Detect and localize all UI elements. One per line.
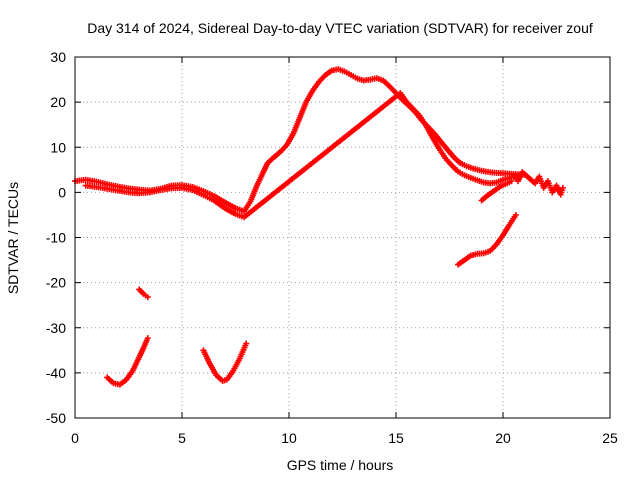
x-axis-label: GPS time / hours [287, 457, 394, 473]
series-dip-mid [200, 340, 250, 384]
data-points [72, 66, 566, 388]
y-tick-label: 0 [58, 184, 66, 200]
series-dip-early [104, 335, 151, 388]
y-tick-label: 30 [50, 49, 66, 65]
x-tick-label: 15 [388, 430, 404, 446]
x-tick-label: 5 [178, 430, 186, 446]
axis-ticks [74, 56, 611, 419]
x-tick-label: 0 [71, 430, 79, 446]
series-main-lower [82, 90, 528, 221]
y-tick-label: -10 [46, 230, 66, 246]
gridlines [75, 57, 610, 418]
y-tick-label: 20 [50, 94, 66, 110]
x-tick-label: 25 [602, 430, 618, 446]
x-tick-labels: 0 5 10 15 20 25 [71, 430, 618, 446]
y-tick-label: -30 [46, 320, 66, 336]
data-point [144, 335, 151, 342]
data-point [512, 211, 519, 218]
x-tick-label: 10 [281, 430, 297, 446]
y-tick-labels: 30 20 10 0 -10 -20 -30 -40 -50 [46, 49, 66, 426]
data-point [243, 340, 250, 347]
series-short-arc-3h [136, 286, 151, 301]
chart-title: Day 314 of 2024, Sidereal Day-to-day VTE… [87, 20, 593, 36]
series-rise-late [455, 211, 519, 268]
y-tick-label: -50 [46, 410, 66, 426]
data-point [559, 184, 566, 191]
y-axis-label: SDTVAR / TECUs [5, 182, 21, 294]
data-point [508, 178, 515, 185]
y-tick-label: -20 [46, 275, 66, 291]
data-point [144, 294, 151, 301]
series-tail-right [510, 169, 566, 198]
series-segment-late [478, 178, 515, 204]
y-tick-label: -40 [46, 365, 66, 381]
y-tick-label: 10 [50, 139, 66, 155]
x-tick-label: 20 [495, 430, 511, 446]
